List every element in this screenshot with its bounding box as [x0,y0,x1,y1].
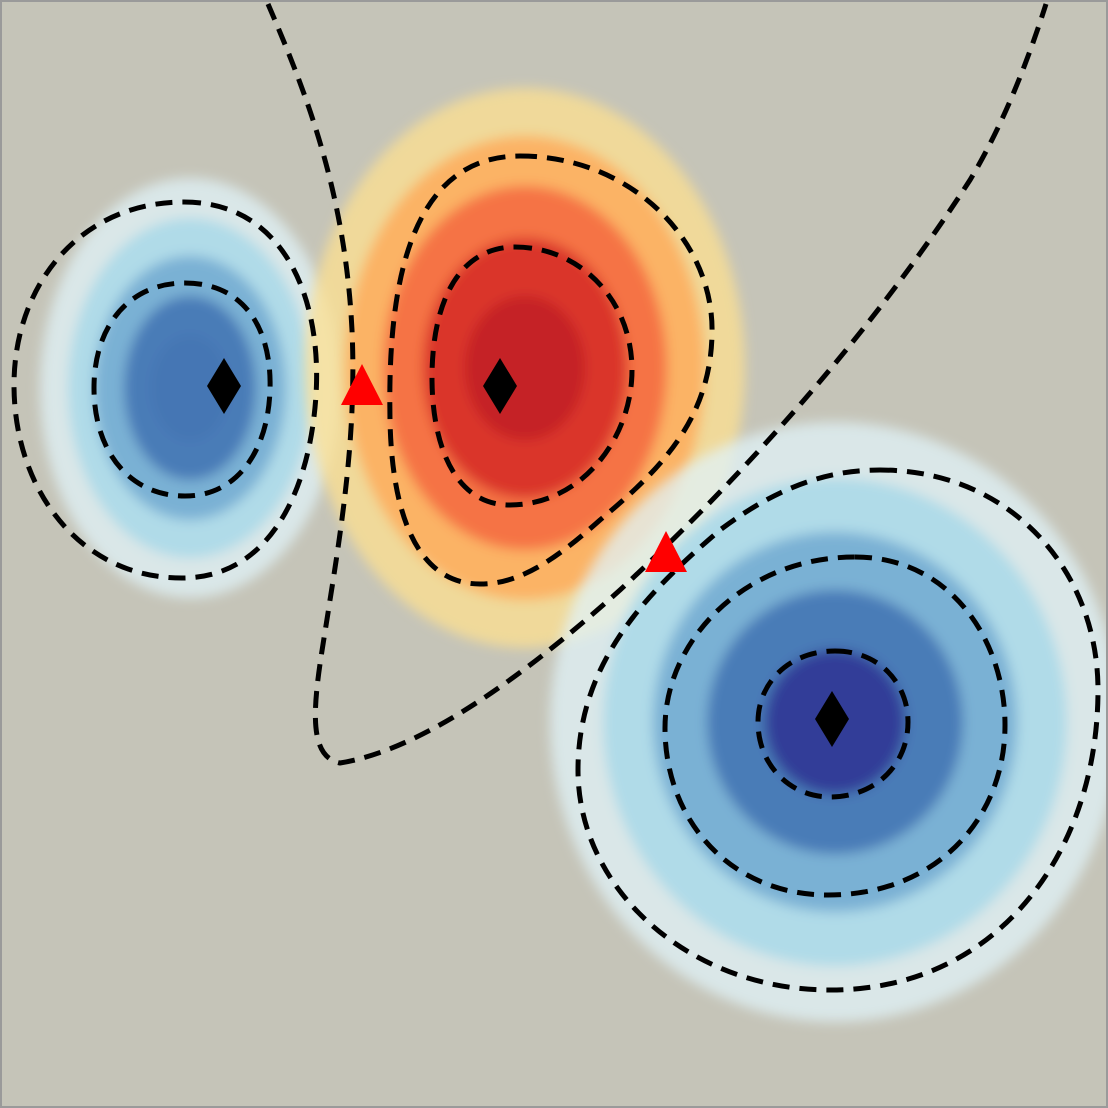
blob-left [40,178,340,598]
extremum-marker-red-center [483,358,517,414]
saddle-marker-lower [645,531,687,572]
left-outer-contour [11,199,320,581]
contour-layer [11,3,1101,993]
zero-line-contour [265,3,1049,766]
center-outer-contour [387,153,715,587]
blob-left-level-4 [152,336,228,440]
field-blobs [40,88,1106,1022]
right-inner-contour [755,648,911,800]
saddle-marker-upper [341,364,383,405]
marker-layer [207,358,849,747]
center-inner-contour [429,244,635,508]
left-inner-contour [91,280,273,499]
right-middle-contour [662,554,1008,898]
extremum-marker-blue-lower-right [815,691,849,747]
right-outer-contour [575,467,1101,993]
extremum-marker-blue-left [207,358,241,414]
blob-center-level-4 [465,296,585,440]
